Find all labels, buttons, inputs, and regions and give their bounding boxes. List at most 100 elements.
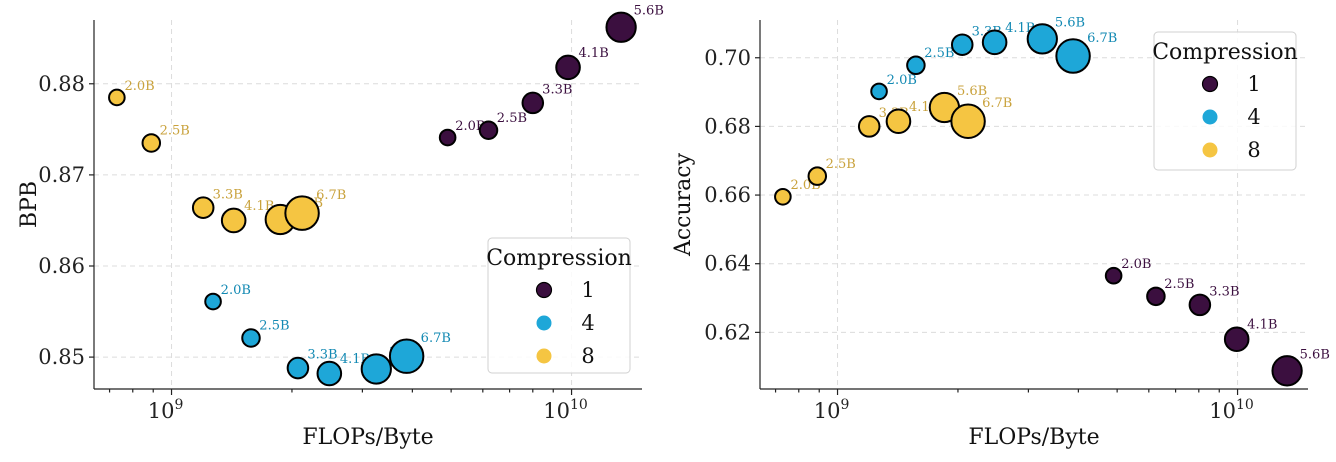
y-tick-label: 0.68	[704, 114, 751, 138]
data-point	[1026, 23, 1058, 55]
legend-entry-label: 1	[1247, 72, 1260, 96]
data-point	[1271, 355, 1303, 387]
x-axis-title: FLOPs/Byte	[968, 425, 1099, 450]
series-compression-1: 2.0B 2.5B 3.3B 4.1B 5.6B	[438, 4, 664, 147]
x-tick-label: 1010	[543, 397, 588, 423]
data-point	[870, 82, 888, 101]
legend-entry-label: 4	[1247, 105, 1260, 129]
data-point	[521, 91, 545, 115]
data-point	[1223, 326, 1250, 353]
point-label: 2.0B	[1121, 257, 1151, 272]
data-point	[950, 103, 986, 139]
chart-panel-2: 0.62 0.64 0.66 0.68 0.70 109 1010 FLOPs/Byte Acc…	[671, 15, 1330, 450]
data-point	[360, 353, 392, 385]
legend-box	[487, 237, 631, 374]
data-point	[1055, 38, 1091, 74]
data-point	[555, 54, 581, 81]
point-label: 2.0B	[221, 283, 251, 298]
point-label: 3.3B	[1209, 285, 1239, 300]
data-point	[1146, 286, 1166, 307]
legend-entry-label: 8	[581, 344, 594, 368]
point-label: 2.5B	[497, 111, 527, 126]
point-label: 4.1B	[1247, 318, 1277, 333]
point-label: 2.5B	[259, 319, 289, 334]
data-point	[108, 88, 126, 107]
data-point	[316, 360, 343, 387]
legend-title: Compression	[1152, 40, 1298, 65]
point-label: 2.0B	[124, 79, 154, 94]
legend-marker	[1201, 75, 1219, 93]
legend-marker	[535, 281, 553, 299]
chart-panel-1: 0.85 0.86 0.87 0.88 109 1010 FLOPs/Byte BPB 2.0B…	[17, 4, 664, 450]
point-label: 5.6B	[1300, 347, 1330, 362]
point-label: 6.7B	[316, 188, 346, 203]
data-point	[1188, 293, 1212, 317]
data-point	[241, 328, 261, 348]
x-axis-title: FLOPs/Byte	[302, 425, 433, 450]
legend-entry-label: 8	[1247, 138, 1260, 162]
data-point	[438, 128, 457, 147]
point-label: 4.1B	[244, 199, 274, 214]
point-label: 2.5B	[160, 124, 190, 139]
data-point	[220, 207, 247, 234]
data-point	[284, 195, 320, 231]
y-tick-label: 0.85	[38, 345, 85, 369]
point-label: 3.3B	[307, 348, 337, 363]
y-tick-label: 0.88	[38, 72, 85, 96]
point-label: 3.3B	[542, 83, 572, 98]
data-point	[857, 115, 881, 138]
point-label: 5.6B	[634, 4, 664, 19]
x-tick-label: 1010	[1209, 397, 1254, 423]
legend-box	[1153, 31, 1297, 171]
point-label: 5.6B	[957, 84, 987, 99]
data-point	[478, 120, 499, 140]
series-compression-1: 2.0B 2.5B 3.3B 4.1B 5.6B	[1104, 257, 1330, 387]
point-label: 6.7B	[982, 96, 1012, 111]
x-tick-label: 109	[148, 397, 184, 423]
legend-entry-label: 4	[581, 311, 594, 335]
data-point	[286, 356, 310, 380]
data-point	[885, 108, 912, 135]
point-label: 4.1B	[579, 46, 609, 61]
y-tick-label: 0.86	[38, 254, 85, 278]
point-label: 2.5B	[924, 46, 954, 61]
legend: Compression 1 4 8	[1152, 31, 1298, 171]
point-label: 3.3B	[213, 187, 243, 202]
y-axis-title: BPB	[17, 181, 42, 228]
data-point	[950, 33, 974, 56]
data-point	[774, 187, 792, 206]
data-point	[807, 166, 828, 186]
point-label: 2.5B	[1164, 277, 1194, 292]
series-compression-8: 2.0B2.5B3.3B4.1B5.6B6.7B	[108, 79, 346, 236]
legend-title: Compression	[486, 246, 632, 271]
y-tick-label: 0.87	[38, 163, 85, 187]
y-tick-label: 0.70	[704, 46, 751, 70]
data-point	[605, 11, 637, 43]
point-label: 5.6B	[1055, 15, 1085, 30]
x-tick-label: 109	[814, 397, 850, 423]
series-compression-4: 2.0B2.5B3.3B4.1B5.6B6.7B	[204, 283, 451, 387]
y-tick-label: 0.62	[704, 320, 751, 344]
y-tick-label: 0.66	[704, 183, 751, 207]
point-label: 2.0B	[887, 73, 917, 88]
legend: Compression 1 4 8	[486, 237, 632, 374]
data-point	[141, 133, 162, 153]
data-point	[388, 338, 425, 374]
legend-marker	[536, 315, 552, 331]
legend-marker	[1202, 142, 1218, 158]
point-label: 6.7B	[421, 331, 451, 346]
y-tick-label: 0.64	[704, 252, 751, 276]
data-point	[204, 292, 222, 311]
point-label: 2.0B	[455, 119, 485, 134]
data-point	[1104, 266, 1123, 285]
data-point	[906, 55, 926, 76]
gridlines	[760, 20, 1308, 389]
data-point	[981, 29, 1008, 56]
legend-marker	[536, 348, 552, 364]
point-label: 2.5B	[826, 157, 856, 172]
y-axis-title: Accuracy	[671, 152, 696, 257]
point-label: 4.1B	[1005, 21, 1035, 36]
legend-marker	[1202, 109, 1218, 125]
